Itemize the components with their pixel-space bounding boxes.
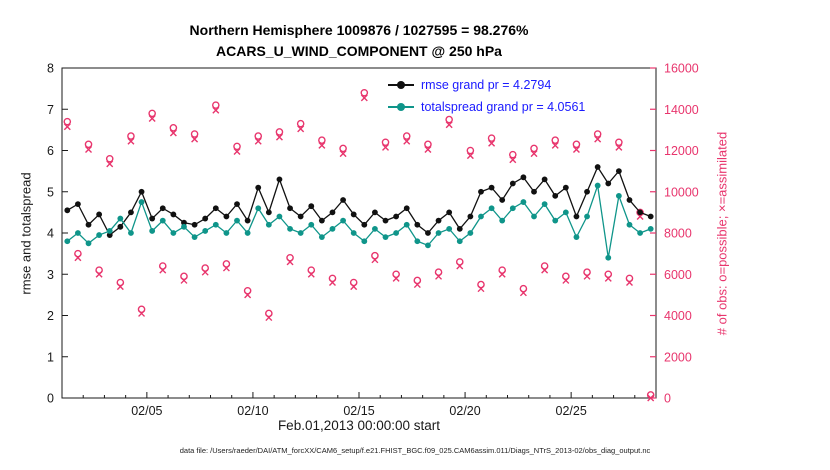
svg-text:02/15: 02/15 xyxy=(343,404,374,418)
legend-label-totalspread: totalspread grand pr = 4.0561 xyxy=(421,100,586,114)
svg-text:0: 0 xyxy=(664,392,671,406)
svg-text:3: 3 xyxy=(47,268,54,282)
legend: rmse grand pr = 4.2794 totalspread grand… xyxy=(388,74,585,118)
svg-text:12000: 12000 xyxy=(664,144,699,158)
svg-text:4000: 4000 xyxy=(664,309,692,323)
svg-text:2000: 2000 xyxy=(664,350,692,364)
svg-text:5: 5 xyxy=(47,185,54,199)
svg-text:6: 6 xyxy=(47,144,54,158)
legend-item-rmse[interactable]: rmse grand pr = 4.2794 xyxy=(388,74,585,96)
legend-label-rmse: rmse grand pr = 4.2794 xyxy=(421,78,552,92)
x-axis-label: Feb.01,2013 00:00:00 start xyxy=(277,418,441,433)
svg-text:7: 7 xyxy=(47,103,54,117)
chart-subtitle: ACARS_U_WIND_COMPONENT @ 250 hPa xyxy=(216,43,502,59)
svg-text:02/10: 02/10 xyxy=(237,404,268,418)
chart-title: Northern Hemisphere 1009876 / 1027595 = … xyxy=(189,22,529,38)
y-axis-label-right: # of obs: o=possible; ×=assimilated xyxy=(714,131,730,336)
data-file-path: data file: /Users/raeder/DAI/ATM_forcXX/… xyxy=(179,446,651,455)
legend-item-totalspread[interactable]: totalspread grand pr = 4.0561 xyxy=(388,96,585,118)
totalspread-line-marker-icon xyxy=(388,103,414,111)
rmse-line-marker-icon xyxy=(388,81,414,89)
svg-text:6000: 6000 xyxy=(664,268,692,282)
svg-text:16000: 16000 xyxy=(664,62,699,76)
svg-text:2: 2 xyxy=(47,309,54,323)
svg-text:10000: 10000 xyxy=(664,185,699,199)
svg-text:02/25: 02/25 xyxy=(556,404,587,418)
svg-text:8: 8 xyxy=(47,62,54,76)
svg-text:14000: 14000 xyxy=(664,103,699,117)
y-axis-label-left: rmse and totalspread xyxy=(18,172,34,295)
svg-text:4: 4 xyxy=(47,227,54,241)
svg-text:0: 0 xyxy=(47,392,54,406)
svg-text:02/05: 02/05 xyxy=(131,404,162,418)
svg-text:8000: 8000 xyxy=(664,227,692,241)
svg-text:02/20: 02/20 xyxy=(449,404,480,418)
svg-text:1: 1 xyxy=(47,350,54,364)
